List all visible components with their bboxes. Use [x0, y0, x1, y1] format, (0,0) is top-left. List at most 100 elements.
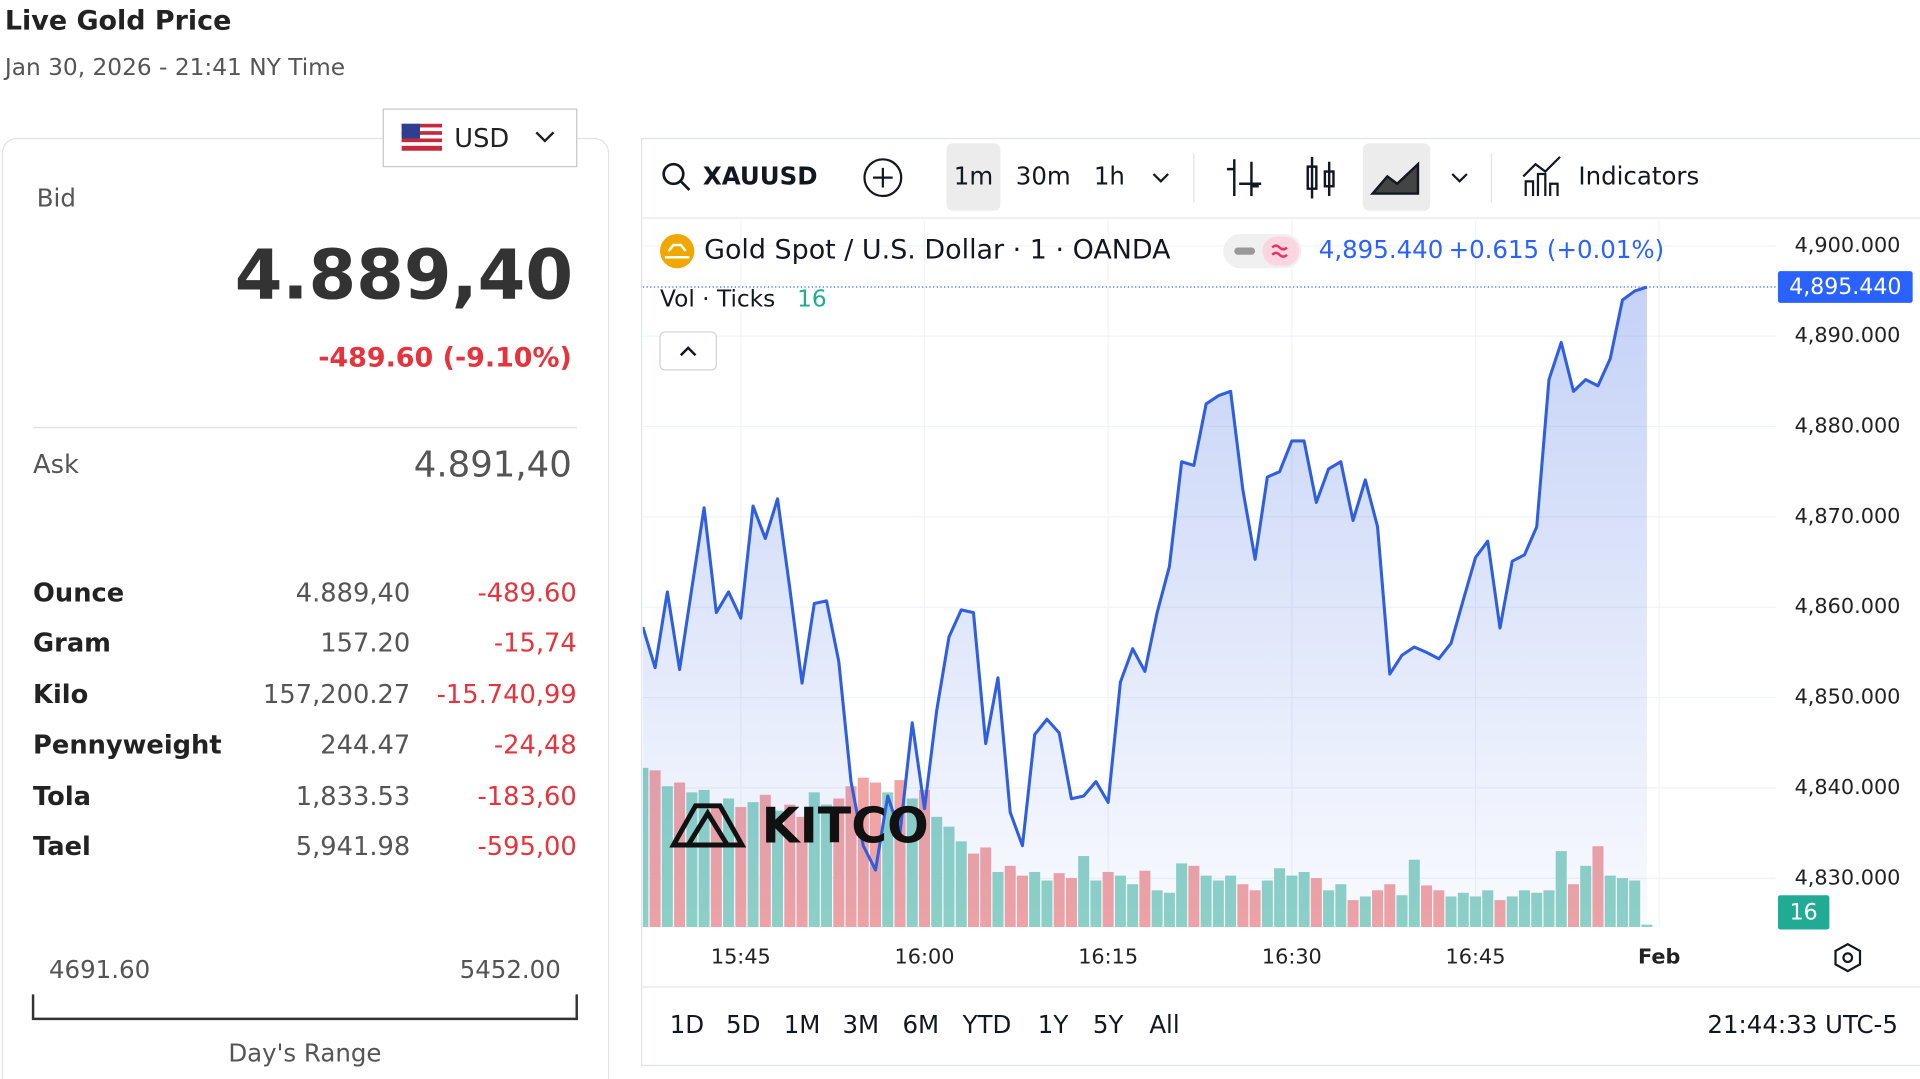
ask-label: Ask — [33, 450, 79, 480]
indicators-icon[interactable] — [1522, 156, 1561, 197]
range-low: 4691.60 — [49, 955, 150, 984]
unit-change: -183,60 — [478, 782, 577, 812]
price-change: +0.615 (+0.01%) — [1449, 235, 1665, 264]
volume-bar — [870, 782, 882, 928]
toggle-active — [1262, 236, 1300, 266]
symbol-icon — [660, 233, 695, 269]
y-tick-label: 4,860.000 — [1795, 594, 1901, 618]
range-button[interactable]: All — [1149, 1010, 1179, 1039]
axes: 4,830.000 4,840.000 4,850.000 4,860.000 4,87… — [642, 233, 1913, 969]
chart-title: Gold Spot / U.S. Dollar · 1 · OANDA — [704, 235, 1171, 266]
unit-price: 1,833.53 — [296, 782, 410, 812]
unit-price: 157.20 — [320, 629, 410, 659]
range-button[interactable]: 6M — [902, 1010, 939, 1039]
y-tick-label: 4,870.000 — [1795, 504, 1901, 528]
unit-price: 157,200.27 — [263, 680, 410, 710]
price-area — [642, 287, 1647, 928]
area-icon[interactable] — [1369, 161, 1420, 195]
x-tick-label: 16:00 — [895, 945, 955, 969]
price-line — [642, 285, 1648, 872]
unit-change: -15.740,99 — [437, 680, 577, 710]
unit-change: -24,48 — [494, 730, 577, 760]
interval[interactable]: 1h — [1094, 162, 1125, 191]
symbol-icon-mark — [664, 243, 690, 259]
bars-icon[interactable] — [1226, 159, 1262, 197]
y-tick-label: 4,840.000 — [1795, 775, 1901, 799]
price-plot — [642, 285, 1648, 928]
y-tick-label: 4,890.000 — [1795, 323, 1901, 347]
indicators[interactable]: Indicators — [1578, 162, 1699, 191]
compare-button[interactable] — [863, 158, 903, 198]
range-button[interactable]: YTD — [962, 1010, 1012, 1039]
unit-table: Ounce 4.889,40 -489.60 Gram 157.20 -15,74 Kilo… — [33, 578, 577, 861]
range-button[interactable]: 3M — [842, 1010, 879, 1039]
interval-active — [946, 143, 1001, 211]
range-button[interactable]: 1M — [784, 1010, 821, 1039]
unit-change: -595,00 — [478, 832, 577, 862]
unit-name: Gram — [33, 629, 111, 659]
chevron — [535, 131, 555, 143]
unit-name: Kilo — [33, 680, 88, 710]
x-tick-label: Feb — [1638, 945, 1680, 969]
chevron[interactable] — [1451, 173, 1468, 183]
interval[interactable]: 30m — [1016, 162, 1071, 191]
currency-select[interactable]: USD — [382, 108, 578, 168]
watermark-text: KITCO — [762, 798, 929, 855]
y-tick-label: 4,900.000 — [1795, 233, 1901, 257]
bid-label: Bid — [37, 184, 76, 213]
unit-price: 4.889,40 — [296, 578, 410, 608]
volume-tag — [1777, 895, 1830, 930]
chevron[interactable] — [1152, 173, 1169, 183]
range-bracket — [31, 994, 578, 1021]
y-tick-label: 4,880.000 — [1795, 414, 1901, 438]
range-label: Day's Range — [228, 1038, 381, 1067]
currency-label[interactable]: USD — [454, 124, 509, 154]
y-tick-label: 4,830.000 — [1795, 865, 1901, 889]
range-button[interactable]: 1D — [670, 1010, 704, 1039]
last-price-tag — [1777, 271, 1913, 303]
last-price: 4,895.440 — [1319, 235, 1444, 264]
unit-name: Tola — [33, 782, 91, 812]
unit-change: -489.60 — [478, 578, 577, 608]
range-bar: 1D 5D 1M 3M 6M YTD 1Y 5Y All — [670, 1010, 1180, 1039]
unit-change: -15,74 — [494, 629, 577, 659]
range-button[interactable]: 1Y — [1038, 1010, 1069, 1039]
x-tick-label: 16:45 — [1446, 945, 1506, 969]
chevron — [679, 346, 697, 357]
us-flag — [401, 123, 443, 151]
interval[interactable]: 1m — [954, 162, 993, 191]
symbol-search[interactable]: XAUUSD — [662, 162, 818, 191]
collapse-button[interactable] — [659, 331, 717, 371]
clock: 21:44:33 UTC-5 — [1707, 1010, 1898, 1039]
bid-price: 4.889,40 — [235, 235, 573, 315]
toggle-icon — [1234, 247, 1256, 255]
x-tick-label: 15:45 — [711, 945, 771, 969]
ask-price: 4.891,40 — [414, 445, 572, 486]
page-subtitle: Jan 30, 2026 - 21:41 NY Time — [3, 54, 345, 81]
page-title: Live Gold Price — [5, 6, 231, 37]
range-button[interactable]: 5D — [726, 1010, 760, 1039]
unit-name: Pennyweight — [33, 730, 222, 760]
range-button[interactable]: 5Y — [1093, 1010, 1124, 1039]
unit-price: 5,941.98 — [296, 832, 410, 862]
volume-last: 16 — [797, 286, 827, 313]
symbol[interactable]: XAUUSD — [703, 162, 818, 191]
watermark: KITCO — [669, 798, 929, 855]
unit-price: 244.47 — [320, 730, 410, 760]
y-tick-label: 4,850.000 — [1795, 685, 1901, 709]
price-panel — [1, 137, 610, 1079]
x-tick-label: 16:15 — [1078, 945, 1138, 969]
unit-name: Tael — [33, 832, 91, 862]
x-tick-label: 16:30 — [1262, 945, 1322, 969]
volume-title: Vol · Ticks — [660, 286, 775, 313]
bid-change: -489.60 (-9.10%) — [318, 342, 572, 373]
chart-type-active — [1362, 143, 1431, 211]
volume-tag-label: 16 — [1790, 901, 1818, 926]
last-price-tag-label: 4,895.440 — [1789, 275, 1901, 300]
toggle-icon — [1271, 244, 1288, 258]
candles-icon[interactable] — [1306, 156, 1335, 199]
range-high: 5452.00 — [460, 955, 561, 984]
settings-icon[interactable] — [1834, 942, 1862, 973]
unit-name: Ounce — [33, 578, 124, 608]
